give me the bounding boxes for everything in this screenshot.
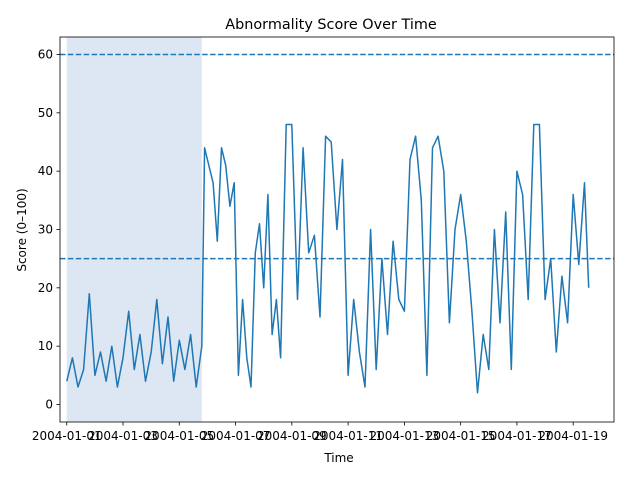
y-tick-label: 60	[38, 48, 53, 62]
x-ticks: 2004-01-012004-01-032004-01-052004-01-07…	[32, 422, 608, 443]
y-ticks: 0 10 20 30 40 50 60	[38, 48, 60, 412]
x-axis-label: Time	[323, 451, 353, 465]
x-tick-label: 2004-01-17	[482, 429, 552, 443]
y-tick-label: 30	[38, 223, 53, 237]
y-tick-label: 40	[38, 164, 53, 178]
y-tick-label: 50	[38, 106, 53, 120]
y-tick-label: 10	[38, 339, 53, 353]
y-tick-label: 20	[38, 281, 53, 295]
chart-title: Abnormality Score Over Time	[225, 17, 437, 33]
threshold-lines	[60, 53, 614, 260]
series-group	[66, 123, 590, 394]
x-tick-label: 2004-01-13	[370, 429, 440, 443]
x-tick-label: 2004-01-05	[144, 429, 214, 443]
x-tick-label: 2004-01-03	[88, 429, 158, 443]
x-tick-label: 2004-01-15	[426, 429, 496, 443]
x-tick-label: 2004-01-07	[201, 429, 271, 443]
x-tick-label: 2004-01-11	[313, 429, 383, 443]
x-tick-label: 2004-01-09	[257, 429, 327, 443]
y-tick-label: 0	[45, 398, 53, 412]
x-tick-label: 2004-01-01	[32, 429, 102, 443]
shaded-region	[66, 37, 202, 422]
x-tick-label: 2004-01-19	[538, 429, 608, 443]
series-line-1	[66, 123, 590, 394]
y-axis-label: Score (0–100)	[15, 188, 29, 271]
